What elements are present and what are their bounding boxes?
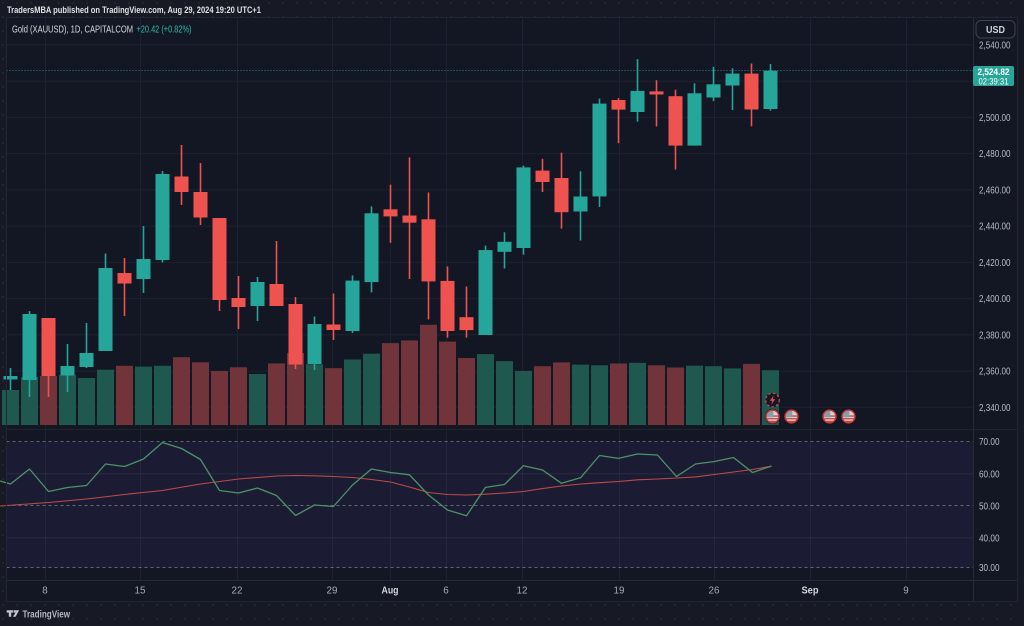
svg-text:2,440.00: 2,440.00 (979, 222, 1011, 233)
svg-text:2,400.00: 2,400.00 (979, 294, 1011, 305)
svg-text:2,360.00: 2,360.00 (979, 367, 1011, 378)
svg-text:2,340.00: 2,340.00 (979, 403, 1011, 414)
svg-text:Gold (XAUUSD), 1D, CAPITALCOM: Gold (XAUUSD), 1D, CAPITALCOM (12, 25, 133, 36)
svg-text:USD: USD (986, 25, 1005, 36)
svg-text:6: 6 (443, 586, 449, 597)
svg-text:2,480.00: 2,480.00 (979, 149, 1011, 160)
svg-text:8: 8 (42, 586, 48, 597)
svg-text:60.00: 60.00 (979, 469, 1000, 480)
svg-text:19: 19 (614, 586, 625, 597)
svg-text:50.00: 50.00 (979, 501, 1000, 512)
svg-text:TradersMBA published on Tradin: TradersMBA published on TradingView.com,… (7, 5, 262, 16)
svg-text:Aug: Aug (382, 586, 399, 597)
svg-text:29: 29 (327, 586, 338, 597)
svg-text:2,460.00: 2,460.00 (979, 185, 1011, 196)
svg-text:2,524.82: 2,524.82 (978, 67, 1010, 78)
svg-text:12: 12 (517, 586, 528, 597)
svg-text:Sep: Sep (802, 586, 819, 597)
svg-text:02:39:31: 02:39:31 (979, 76, 1009, 87)
svg-text:2,500.00: 2,500.00 (979, 113, 1011, 124)
svg-text:2,540.00: 2,540.00 (979, 40, 1011, 51)
svg-text:+20.42 (+0.82%): +20.42 (+0.82%) (137, 25, 192, 36)
svg-text:40.00: 40.00 (979, 533, 1000, 544)
svg-text:30.00: 30.00 (979, 563, 1000, 574)
svg-text:22: 22 (232, 586, 243, 597)
svg-text:70.00: 70.00 (979, 437, 1000, 448)
svg-text:2,380.00: 2,380.00 (979, 330, 1011, 341)
svg-text:26: 26 (709, 586, 720, 597)
svg-text:TradingView: TradingView (23, 609, 71, 620)
svg-text:15: 15 (135, 586, 146, 597)
svg-text:2,420.00: 2,420.00 (979, 258, 1011, 269)
svg-text:9: 9 (903, 586, 908, 597)
